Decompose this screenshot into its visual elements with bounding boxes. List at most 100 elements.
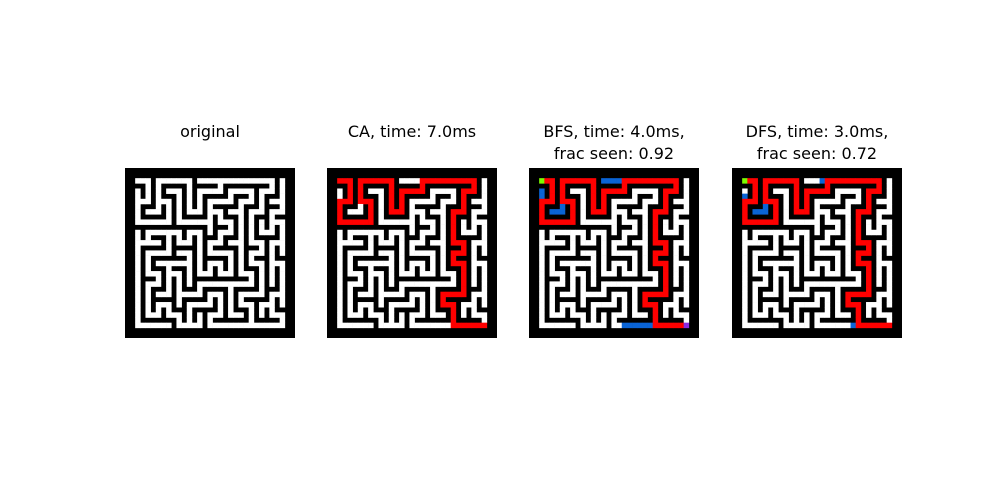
open-cell [166, 265, 172, 272]
open-cell [424, 229, 431, 236]
open-cell [580, 312, 586, 318]
open-cell [829, 281, 836, 287]
open-cell [160, 250, 167, 256]
open-cell [212, 260, 219, 267]
open-cell [461, 307, 467, 313]
open-cell [767, 291, 774, 298]
path-cell [590, 193, 597, 200]
open-cell [673, 240, 679, 246]
open-cell [140, 322, 146, 329]
open-cell [155, 188, 162, 194]
open-cell [248, 224, 255, 231]
open-cell [819, 291, 826, 298]
path-cell [663, 209, 669, 215]
open-cell [559, 271, 566, 277]
open-cell [824, 265, 831, 272]
open-cell [279, 224, 286, 231]
open-cell [570, 312, 576, 318]
open-cell [248, 178, 255, 184]
open-cell [767, 322, 774, 329]
open-cell [362, 229, 369, 236]
open-cell [637, 188, 643, 194]
open-cell [742, 265, 748, 272]
path-cell [855, 322, 862, 329]
open-cell [217, 234, 224, 241]
open-cell [212, 198, 219, 205]
path-cell [752, 178, 758, 184]
open-cell [783, 317, 789, 323]
open-cell [481, 291, 488, 298]
open-cell [601, 322, 607, 329]
open-cell [683, 265, 690, 272]
open-cell [580, 209, 586, 215]
open-cell [150, 271, 157, 277]
open-cell [393, 302, 400, 308]
path-cell [663, 178, 669, 184]
open-cell [663, 312, 669, 318]
open-cell [804, 219, 810, 225]
open-cell [388, 302, 395, 308]
explored-cell [762, 209, 769, 215]
open-cell [886, 260, 893, 267]
open-cell [155, 209, 162, 215]
path-cell [357, 183, 364, 189]
path-cell [652, 312, 659, 318]
open-cell [186, 265, 193, 272]
open-cell [135, 296, 141, 303]
open-cell [762, 271, 769, 277]
open-cell [145, 286, 151, 293]
open-cell [243, 178, 250, 184]
open-cell [233, 188, 239, 194]
open-cell [476, 312, 482, 318]
open-cell [135, 271, 141, 277]
open-cell [819, 250, 826, 256]
path-cell [455, 291, 462, 298]
open-cell [752, 296, 758, 303]
open-cell [362, 291, 369, 298]
open-cell [259, 302, 265, 308]
open-cell [135, 229, 141, 236]
path-cell [860, 250, 867, 256]
path-cell [337, 209, 343, 215]
open-cell [621, 229, 628, 236]
open-cell [424, 250, 431, 256]
open-cell [352, 250, 359, 256]
path-cell [549, 219, 555, 225]
open-cell [409, 203, 415, 210]
open-cell [419, 240, 426, 246]
open-cell [274, 312, 280, 318]
open-cell [668, 302, 674, 308]
open-cell [461, 229, 467, 236]
open-cell [601, 240, 607, 246]
open-cell [197, 198, 203, 205]
open-cell [549, 271, 555, 277]
open-cell [757, 250, 764, 256]
open-cell [383, 291, 390, 298]
open-cell [845, 322, 851, 329]
path-cell [388, 188, 395, 194]
open-cell [580, 203, 586, 210]
open-cell [430, 302, 436, 308]
open-cell [430, 260, 436, 267]
open-cell [279, 209, 286, 215]
open-cell [539, 245, 545, 251]
open-cell [580, 240, 586, 246]
open-cell [570, 276, 576, 282]
open-cell [616, 291, 623, 298]
open-cell [171, 229, 177, 236]
open-cell [440, 281, 446, 287]
open-cell [632, 240, 638, 246]
path-cell [855, 307, 862, 313]
open-cell [197, 286, 203, 293]
open-cell [150, 219, 157, 225]
open-cell [742, 255, 748, 262]
path-cell [663, 245, 669, 251]
open-cell [570, 265, 576, 272]
open-cell [539, 286, 545, 293]
explored-cell [616, 178, 623, 184]
open-cell [886, 250, 893, 256]
open-cell [373, 312, 379, 318]
open-cell [440, 234, 446, 241]
open-cell [135, 234, 141, 241]
open-cell [160, 291, 167, 298]
